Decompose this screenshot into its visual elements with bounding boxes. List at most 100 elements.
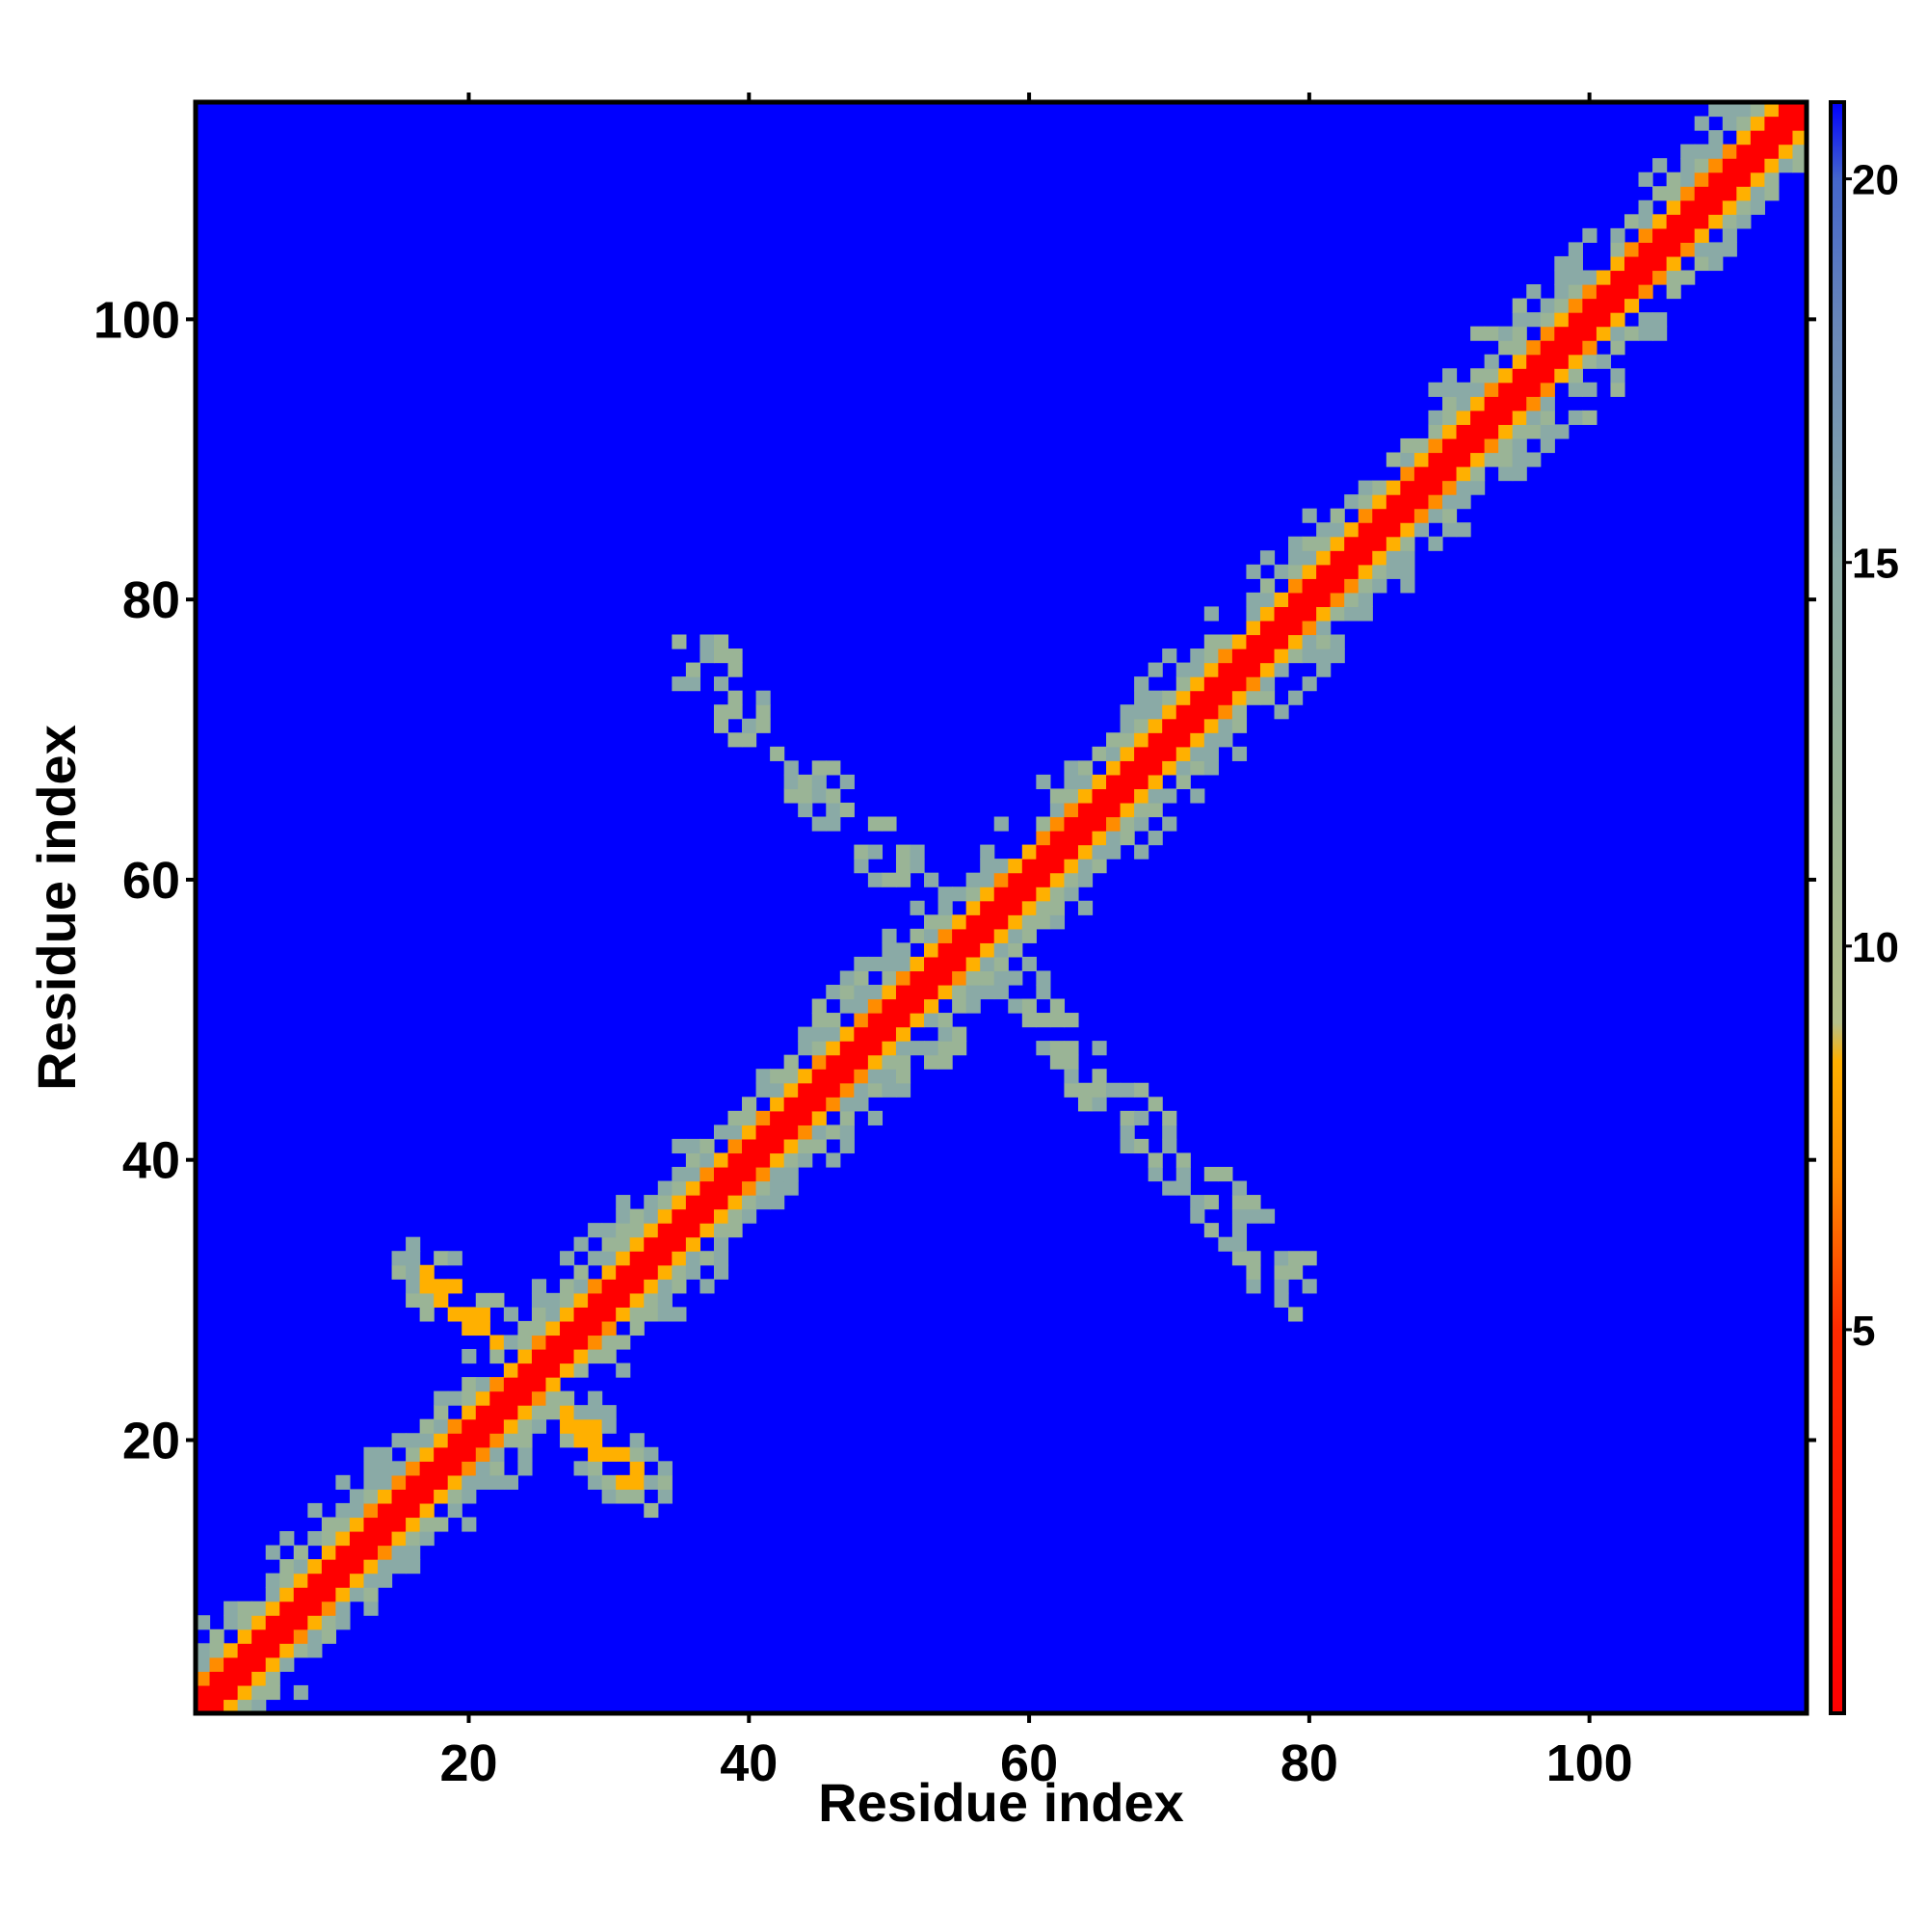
heatmap-cell — [1231, 634, 1248, 649]
heatmap-cell — [644, 1223, 659, 1238]
heatmap-cell — [279, 1656, 295, 1672]
heatmap-cell — [1330, 522, 1345, 538]
heatmap-cell — [1722, 227, 1737, 243]
heatmap-cell — [672, 1195, 687, 1210]
heatmap-cell — [1203, 648, 1219, 664]
heatmap-cell — [1666, 284, 1681, 300]
heatmap-cell — [1077, 844, 1094, 860]
heatmap-cell — [826, 1125, 841, 1140]
heatmap-cell — [1526, 312, 1542, 328]
x-tick-label: 100 — [1546, 1734, 1633, 1792]
heatmap-cell — [1498, 326, 1514, 341]
heatmap-cell — [265, 1671, 280, 1686]
heatmap-cell — [993, 984, 1009, 1000]
heatmap-cell — [937, 984, 953, 1000]
heatmap-cell — [770, 1138, 785, 1154]
heatmap-cell — [1120, 788, 1135, 804]
heatmap-cell — [1049, 802, 1066, 818]
heatmap-cell — [980, 928, 995, 943]
heatmap-cell — [462, 1320, 477, 1337]
heatmap-cell — [1134, 788, 1149, 804]
x-axis-label: Residue index — [818, 1772, 1184, 1833]
heatmap-cell — [727, 1195, 743, 1210]
heatmap-cell — [882, 1041, 897, 1056]
heatmap-cell — [811, 1097, 827, 1112]
heatmap-cell — [1582, 227, 1597, 243]
heatmap-cell — [1358, 522, 1373, 538]
heatmap-cell — [1456, 494, 1471, 510]
heatmap-cell — [265, 1628, 280, 1644]
heatmap-cell — [1148, 662, 1163, 677]
heatmap-cell — [1708, 214, 1724, 229]
heatmap-cell — [1470, 410, 1486, 425]
heatmap-cell — [1568, 284, 1583, 300]
heatmap-cell — [1274, 648, 1289, 664]
heatmap-cell — [517, 1320, 533, 1337]
heatmap-cell — [601, 1292, 617, 1308]
heatmap-cell — [882, 1054, 897, 1070]
heatmap-cell — [910, 970, 925, 986]
heatmap-cell — [1540, 298, 1555, 313]
heatmap-cell — [1302, 1279, 1317, 1294]
heatmap-cell — [1203, 606, 1219, 622]
heatmap-cell — [363, 1502, 379, 1519]
heatmap-cell — [196, 1643, 211, 1658]
heatmap-cell — [196, 1699, 211, 1714]
heatmap-cell — [293, 1559, 308, 1575]
heatmap-cell — [895, 1069, 911, 1084]
heatmap-cell — [965, 914, 981, 930]
heatmap-cell — [1623, 255, 1640, 272]
heatmap-cell — [657, 1279, 673, 1294]
heatmap-cell — [1470, 466, 1486, 482]
heatmap-cell — [1610, 255, 1625, 272]
heatmap-cell — [1246, 690, 1261, 705]
heatmap-cell — [378, 1573, 393, 1588]
heatmap-cell — [882, 942, 897, 958]
heatmap-cell — [321, 1615, 336, 1630]
heatmap-cell — [265, 1615, 280, 1630]
heatmap-cell — [349, 1587, 365, 1602]
heatmap-cell — [237, 1671, 252, 1686]
heatmap-cell — [1498, 424, 1514, 439]
heatmap-cell — [503, 1474, 518, 1490]
heatmap-cell — [1428, 452, 1443, 467]
heatmap-cell — [1288, 550, 1304, 566]
heatmap-cell — [629, 1208, 645, 1224]
heatmap-cell — [419, 1517, 435, 1532]
heatmap-cell — [1386, 508, 1401, 523]
heatmap-cell — [1330, 578, 1345, 594]
y-tick-label: 60 — [122, 852, 180, 910]
heatmap-cell — [1610, 227, 1625, 243]
heatmap-cell — [644, 1474, 659, 1490]
heatmap-cell — [1610, 242, 1625, 257]
y-axis-label: Residue index — [26, 725, 87, 1091]
heatmap-cell — [1778, 116, 1794, 131]
heatmap-cell — [993, 872, 1009, 887]
heatmap-cell — [1778, 102, 1794, 118]
heatmap-cell — [1064, 887, 1079, 902]
heatmap-cell — [1330, 536, 1345, 551]
heatmap-cell — [1484, 326, 1499, 341]
heatmap-cell — [462, 1405, 477, 1420]
heatmap-cell — [1386, 564, 1401, 579]
heatmap-cell — [1218, 648, 1233, 664]
heatmap-cell — [462, 1418, 477, 1434]
heatmap-cell — [545, 1307, 561, 1322]
heatmap-cell — [1750, 116, 1765, 131]
heatmap-cell — [854, 1054, 869, 1070]
heatmap-cell — [910, 956, 925, 972]
heatmap-cell — [1190, 1195, 1205, 1210]
heatmap-cell — [1175, 746, 1191, 761]
heatmap-cell — [588, 1461, 603, 1476]
heatmap-cell — [629, 1489, 645, 1504]
heatmap-cell — [560, 1405, 575, 1420]
heatmap-cell — [672, 1307, 687, 1322]
heatmap-cell — [1106, 1082, 1122, 1098]
heatmap-cell — [742, 1152, 757, 1168]
heatmap-cell — [1708, 130, 1724, 146]
heatmap-cell — [1246, 620, 1261, 636]
heatmap-cell — [517, 1363, 533, 1378]
heatmap-cell — [965, 984, 981, 1000]
heatmap-cell — [924, 928, 939, 943]
heatmap-cell — [798, 788, 813, 804]
